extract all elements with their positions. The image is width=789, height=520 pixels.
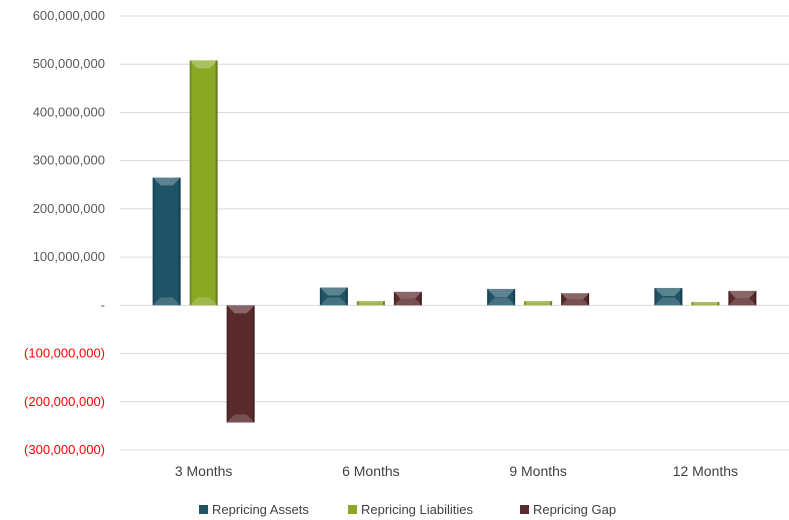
bar-repricing-assets-3-months: [152, 177, 181, 306]
y-tick-label: (200,000,000): [24, 394, 105, 409]
y-tick-label: 500,000,000: [33, 56, 105, 71]
bar-repricing-gap-3-months: [226, 305, 255, 423]
legend-label: Repricing Liabilities: [361, 502, 473, 517]
y-axis-ticks: 600,000,000 500,000,000 400,000,000 300,000…: [24, 8, 105, 457]
legend-item-repricing-liabilities: Repricing Liabilities: [348, 502, 473, 517]
bar-repricing-gap-12-months: [728, 290, 757, 306]
legend-swatch: [348, 505, 357, 514]
legend-swatch: [199, 505, 208, 514]
bar-repricing-assets-12-months: [654, 287, 683, 306]
x-category-label: 12 Months: [673, 463, 738, 479]
gridlines: [120, 15, 789, 451]
bar-repricing-assets-6-months: [319, 287, 348, 306]
x-category-label: 3 Months: [175, 463, 233, 479]
bar-repricing-liabilities-6-months: [356, 300, 385, 306]
bar-repricing-assets-9-months: [487, 288, 516, 306]
bar-repricing-liabilities-12-months: [691, 301, 720, 306]
legend: Repricing Assets Repricing Liabilities Rep…: [199, 502, 616, 517]
x-axis-categories: 3 Months 6 Months 9 Months 12 Months: [175, 463, 738, 479]
legend-label: Repricing Assets: [212, 502, 309, 517]
legend-item-repricing-gap: Repricing Gap: [520, 502, 616, 517]
legend-item-repricing-assets: Repricing Assets: [199, 502, 309, 517]
legend-swatch: [520, 505, 529, 514]
x-category-label: 6 Months: [342, 463, 400, 479]
bar-repricing-liabilities-3-months: [189, 60, 218, 306]
bar-repricing-liabilities-9-months: [524, 300, 553, 306]
y-tick-label: 300,000,000: [33, 153, 105, 168]
y-tick-label: 100,000,000: [33, 249, 105, 264]
y-tick-label: (300,000,000): [24, 442, 105, 457]
y-tick-label: 200,000,000: [33, 201, 105, 216]
bar-repricing-gap-6-months: [393, 291, 422, 306]
y-tick-label: 600,000,000: [33, 8, 105, 23]
y-tick-label: (100,000,000): [24, 346, 105, 361]
y-tick-label: -: [101, 297, 105, 312]
y-tick-label: 400,000,000: [33, 104, 105, 119]
bars: [152, 60, 757, 423]
x-category-label: 9 Months: [509, 463, 567, 479]
bar-repricing-gap-9-months: [561, 293, 590, 306]
legend-label: Repricing Gap: [533, 502, 616, 517]
